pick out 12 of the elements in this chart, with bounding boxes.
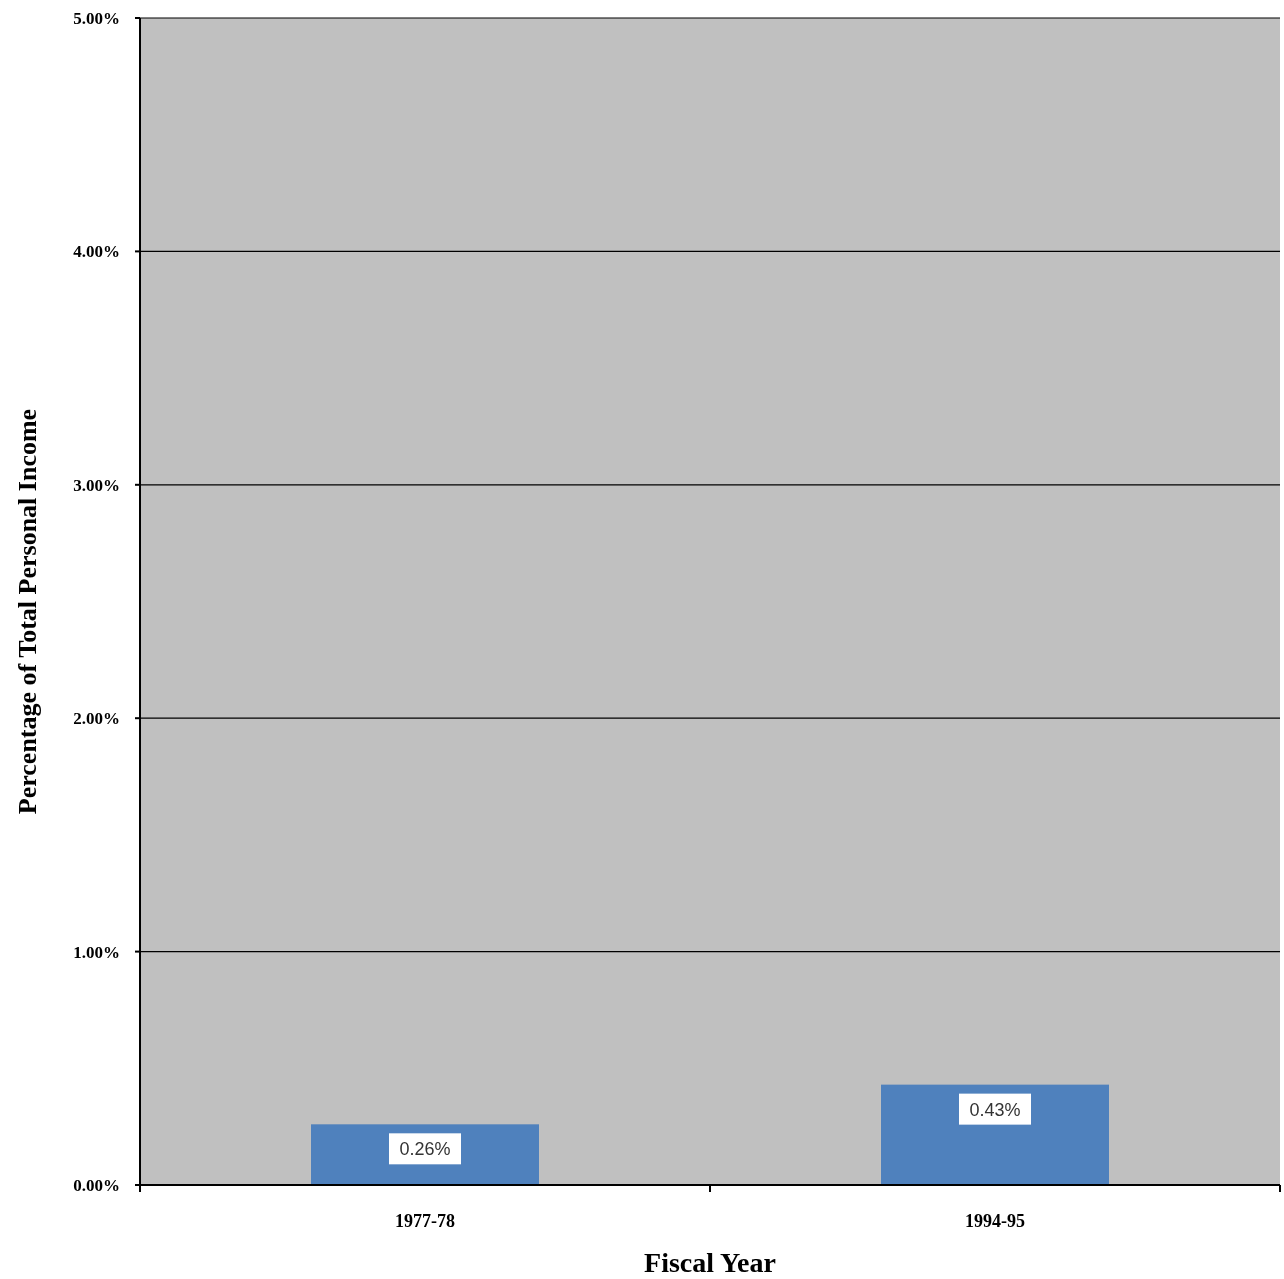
y-tick-label: 1.00% bbox=[73, 942, 120, 962]
data-label: 0.26% bbox=[399, 1139, 451, 1160]
data-label: 0.43% bbox=[969, 1099, 1021, 1120]
y-tick-label: 2.00% bbox=[73, 709, 120, 729]
y-tick-label: 0.00% bbox=[73, 1176, 120, 1195]
x-tick-label: 1994-95 bbox=[965, 1211, 1025, 1231]
y-tick-label: 3.00% bbox=[73, 475, 120, 495]
x-axis-title: Fiscal Year bbox=[644, 1247, 776, 1278]
y-tick-label: 5.00% bbox=[73, 9, 120, 28]
x-tick-label: 1977-78 bbox=[395, 1211, 455, 1231]
y-axis-title: Percentage of Total Personal Income bbox=[13, 408, 42, 815]
y-tick-label: 4.00% bbox=[73, 242, 120, 262]
